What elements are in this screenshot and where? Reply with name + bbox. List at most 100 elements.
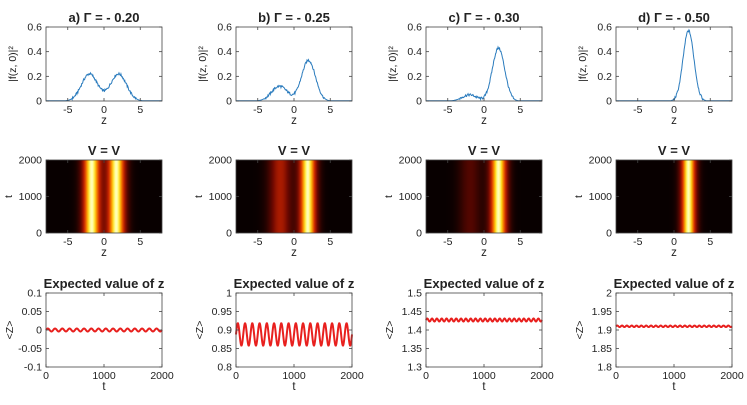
density-line <box>46 71 162 102</box>
y-tick-label: 0.6 <box>597 22 612 34</box>
y-tick-label: 0 <box>226 96 232 108</box>
panel-c-top: c) Γ = - 0.30 -5 0 5 0 0.2 0.4 0.6 z |f(z, 0)|² <box>387 10 543 127</box>
density-line <box>616 28 732 102</box>
panel-title: d) Γ = - 0.50 <box>638 10 710 25</box>
x-tick-label: 1000 <box>472 370 496 382</box>
panel-d-top: d) Γ = - 0.50 -5 0 5 0 0.2 0.4 0.6 z |f(z, 0)|² <box>577 10 733 127</box>
y-tick-label: 0.85 <box>212 343 233 355</box>
y-axis-label: |f(z, 0)|² <box>197 46 209 82</box>
y-tick-label: 2000 <box>209 155 233 167</box>
expectation-line <box>235 321 353 347</box>
x-tick-label: 0 <box>291 236 297 248</box>
y-tick-label: 0.2 <box>407 71 422 83</box>
x-axis-label: z <box>481 115 487 127</box>
x-axis-label: t <box>482 381 486 393</box>
density-line <box>426 45 542 102</box>
density-line <box>236 58 352 102</box>
y-tick-label: 0 <box>416 228 422 240</box>
y-axis-label: |f(z, 0)|² <box>7 46 19 82</box>
y-axis-label: t <box>3 195 15 198</box>
y-tick-label: 0.4 <box>217 46 232 58</box>
y-tick-label: 0 <box>36 325 42 337</box>
y-axis-label: <Z> <box>574 321 586 340</box>
x-tick-label: 0 <box>233 370 239 382</box>
expectation-line <box>45 327 163 333</box>
panel-title: V = V <box>278 143 310 158</box>
panel-title: a) Γ = - 0.20 <box>68 10 139 25</box>
y-tick-label: 0.8 <box>217 362 232 374</box>
y-tick-label: 1.9 <box>597 325 612 337</box>
y-tick-label: 2000 <box>19 155 43 167</box>
x-tick-label: -5 <box>633 104 642 116</box>
y-tick-label: 0 <box>606 96 612 108</box>
x-axis-label: z <box>101 247 107 259</box>
panel-b-bot: Expected value of z 0 1000 2000 0.8 0.85 0.9 0.… <box>194 276 364 393</box>
y-tick-label: 1.95 <box>592 306 613 318</box>
x-tick-label: 1000 <box>92 370 116 382</box>
x-tick-label: -5 <box>443 104 452 116</box>
x-axis-label: z <box>101 115 107 127</box>
x-tick-label: 0 <box>291 104 297 116</box>
plot-frame <box>235 26 353 102</box>
x-axis-label: z <box>291 115 297 127</box>
x-tick-label: -5 <box>63 104 72 116</box>
y-tick-label: 0.2 <box>217 71 232 83</box>
y-tick-label: 1000 <box>19 191 43 203</box>
y-tick-label: 1000 <box>589 191 613 203</box>
y-axis-label: t <box>193 195 205 198</box>
y-tick-label: 1.85 <box>592 343 613 355</box>
x-tick-label: 5 <box>707 236 713 248</box>
y-axis-label: t <box>383 195 395 198</box>
panel-title: c) Γ = - 0.30 <box>448 10 519 25</box>
x-tick-label: 0 <box>101 104 107 116</box>
x-tick-label: 5 <box>137 236 143 248</box>
x-tick-label: 0 <box>671 236 677 248</box>
y-tick-label: 1.4 <box>407 325 422 337</box>
x-tick-label: 5 <box>517 104 523 116</box>
y-tick-label: 0.6 <box>217 22 232 34</box>
panel-c-bot: Expected value of z 0 1000 2000 1.3 1.35 1.4 1.… <box>384 276 554 393</box>
y-tick-label: 1.5 <box>407 288 422 300</box>
x-tick-label: 0 <box>481 236 487 248</box>
y-tick-label: 2 <box>606 288 612 300</box>
x-tick-label: -5 <box>633 236 642 248</box>
x-tick-label: -5 <box>443 236 452 248</box>
x-tick-label: -5 <box>253 104 262 116</box>
plot-frame <box>615 26 733 102</box>
y-tick-label: 2000 <box>589 155 613 167</box>
y-tick-label: 1 <box>226 288 232 300</box>
x-tick-label: 5 <box>707 104 713 116</box>
x-axis-label: z <box>671 247 677 259</box>
heatmap-field <box>236 160 352 233</box>
panel-title: Expected value of z <box>424 276 545 291</box>
panel-title: Expected value of z <box>614 276 735 291</box>
plot-frame <box>615 292 733 368</box>
y-tick-label: 0.9 <box>217 325 232 337</box>
x-tick-label: 0 <box>423 370 429 382</box>
x-tick-label: 5 <box>137 104 143 116</box>
y-tick-label: 0 <box>606 228 612 240</box>
x-axis-label: z <box>671 115 677 127</box>
y-tick-label: 0.1 <box>27 288 42 300</box>
panel-a-top: a) Γ = - 0.20 -5 0 5 0 0.2 0.4 0.6 z |f(z, 0)|² <box>7 10 163 127</box>
x-axis-label: t <box>102 381 106 393</box>
y-tick-label: 0.4 <box>27 46 42 58</box>
x-tick-label: 1000 <box>662 370 686 382</box>
expectation-line <box>425 317 543 323</box>
y-tick-label: 1000 <box>209 191 233 203</box>
y-axis-label: |f(z, 0)|² <box>387 46 399 82</box>
x-tick-label: 0 <box>101 236 107 248</box>
x-tick-label: 5 <box>517 236 523 248</box>
x-axis-label: t <box>672 381 676 393</box>
x-tick-label: 0 <box>481 104 487 116</box>
panel-title: V = V <box>658 143 690 158</box>
y-tick-label: 1.35 <box>402 343 423 355</box>
y-tick-label: 0 <box>416 96 422 108</box>
x-tick-label: 2000 <box>150 370 174 382</box>
panel-d-mid: V = V -5 0 5 0 1000 2000 z t <box>573 143 733 259</box>
panel-title: V = V <box>88 143 120 158</box>
y-tick-label: 0.6 <box>407 22 422 34</box>
y-tick-label: 0.2 <box>27 71 42 83</box>
panel-title: V = V <box>468 143 500 158</box>
